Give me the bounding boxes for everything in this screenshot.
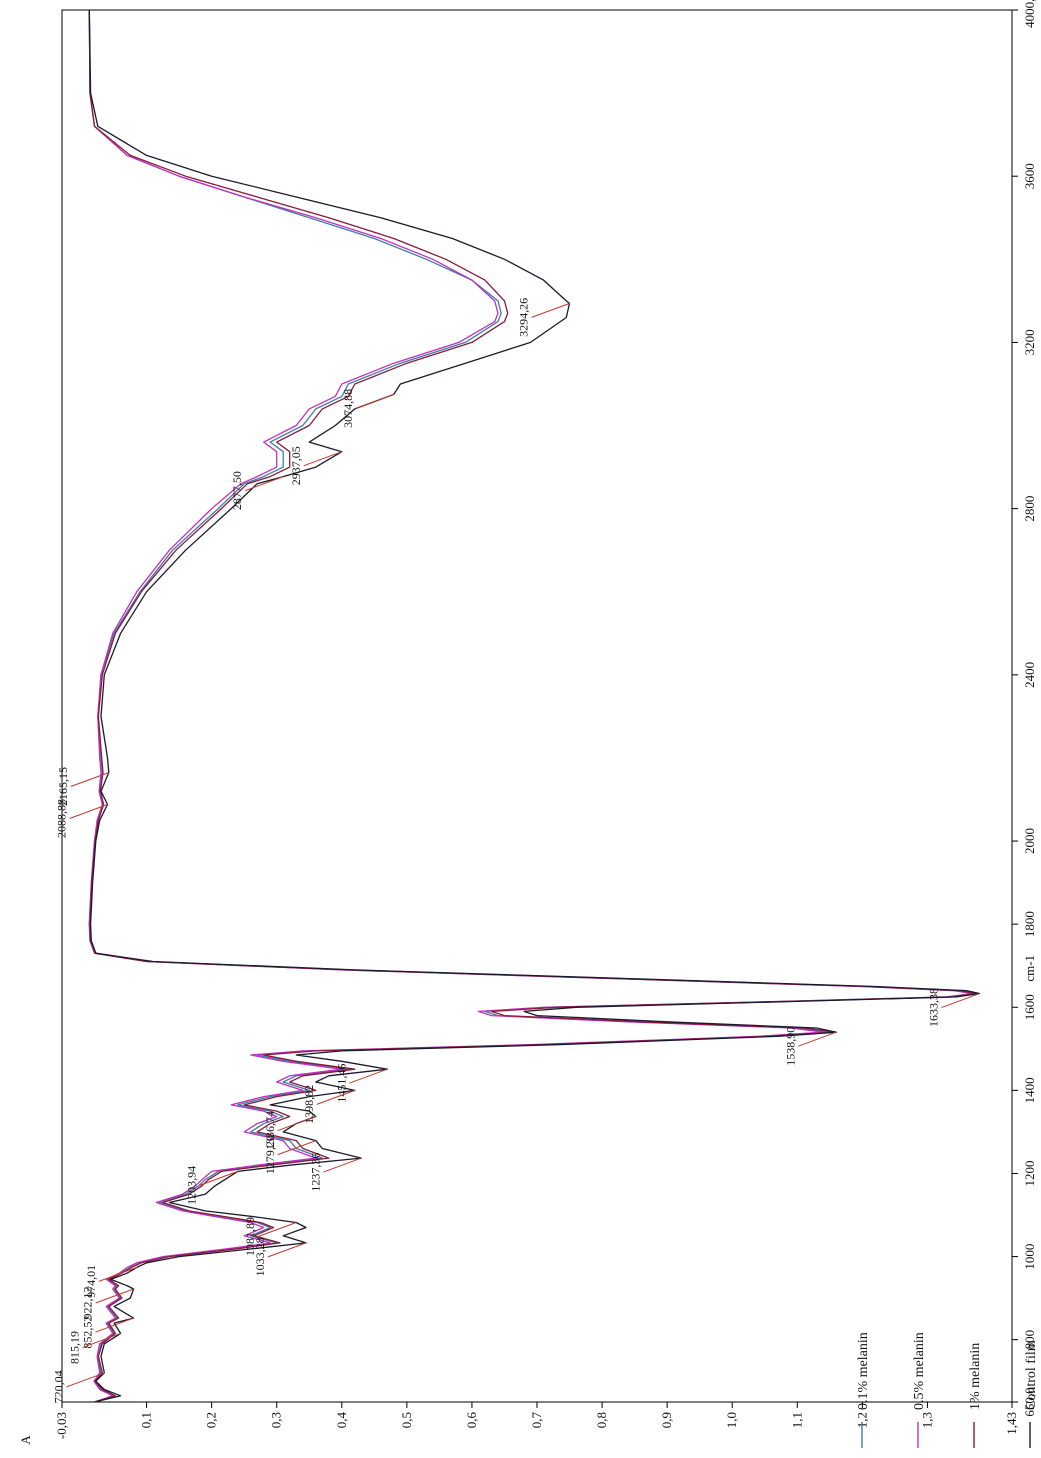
annotation-label: 922,12	[81, 1286, 95, 1319]
annotation-label: 2165,15	[56, 767, 70, 806]
y-tick-label: 0,8	[594, 1412, 609, 1428]
annotation-label: 1081,89	[243, 1217, 257, 1256]
y-tick-label: 1,2	[854, 1412, 869, 1428]
legend-label: Control film	[1024, 1340, 1039, 1410]
annotation-leader	[70, 772, 110, 787]
series-line-2	[88, 9, 974, 1403]
legend: 0.1% melanin 0.5% melanin 1% melanin Contro…	[856, 1332, 1039, 1448]
y-tick-label: 0,3	[269, 1412, 284, 1428]
annotation-label: 1633,38	[926, 988, 940, 1027]
annotation-label: 1279,20	[263, 1135, 277, 1174]
y-axis: -0,03 0,1 0,2 0,3 0,4 0,5 0,6 0,7 0,8 0,9 1,0 1,1 1,…	[54, 1402, 1019, 1439]
annotation-label: 852,52	[81, 1316, 95, 1349]
x-tick-label: 3600	[1022, 163, 1037, 189]
x-tick-label: 2800	[1022, 496, 1037, 522]
x-tick-label: 2400	[1022, 662, 1037, 688]
annotation-label: 3294,26	[517, 298, 531, 337]
annotation-label: 1538,90	[783, 1027, 797, 1066]
y-tick-label: -0,03	[54, 1412, 69, 1439]
peak-annotations: 3294,26 3074,88 2937,05 2877,50 2165,152088,…	[51, 298, 980, 1403]
annotation-label: 974,01	[84, 1265, 98, 1298]
legend-label: 0.1% melanin	[856, 1332, 871, 1410]
annotation-leader	[82, 1332, 121, 1348]
annotation-leader	[798, 1031, 837, 1047]
x-tick-label: 1200	[1022, 1160, 1037, 1186]
annotation-label: 815,19	[68, 1331, 82, 1364]
y-tick-label: 0,4	[334, 1412, 349, 1429]
plot-frame-layer	[61, 9, 1013, 1403]
annotation-leader	[355, 393, 395, 409]
y-tick-label: 0,5	[399, 1412, 414, 1428]
annotation-label: 1398,82	[302, 1085, 316, 1124]
annotation-leader	[98, 1266, 138, 1282]
annotation-leader	[323, 1157, 362, 1173]
x-axis-title: cm-1	[1022, 955, 1037, 982]
annotation-leader	[349, 1068, 388, 1084]
annotation-leader	[277, 1116, 316, 1132]
y-tick-label: 0,9	[659, 1412, 674, 1428]
y-tick-label: 0,6	[464, 1412, 479, 1429]
annotation-leader	[316, 1089, 355, 1105]
y-tick-label: 1,1	[789, 1412, 804, 1428]
x-tick-label: 650,0	[1022, 1387, 1037, 1416]
annotation-label: 2877,50	[230, 471, 244, 510]
series-line-3	[88, 9, 977, 1403]
y-tick-label: 1,0	[724, 1412, 739, 1428]
annotation-leader	[66, 1372, 105, 1388]
annotation-leader	[941, 993, 980, 1009]
y-tick-label: 1,43	[1004, 1412, 1019, 1435]
series-layer	[88, 9, 981, 1403]
annotation-label: 1033,28	[253, 1237, 267, 1276]
x-tick-label: 800	[1022, 1330, 1037, 1350]
annotation-label: 3074,88	[341, 389, 355, 428]
y-tick-label: 0,7	[529, 1412, 544, 1429]
y-tick-label: 0,2	[204, 1412, 219, 1428]
plot-frame	[61, 9, 1013, 1403]
annotation-leader	[199, 1170, 238, 1186]
annotation-label: 1203,94	[185, 1166, 199, 1205]
annotation-leader	[95, 1288, 134, 1304]
y-axis-title: A	[18, 1435, 33, 1445]
annotation-leader	[267, 1242, 307, 1258]
annotation-label: 2937,05	[289, 446, 303, 485]
series-line-4	[88, 9, 981, 1403]
annotation-leader	[245, 476, 284, 492]
x-tick-label: 1400	[1022, 1077, 1037, 1103]
x-tick-label: 1600	[1022, 994, 1037, 1020]
y-tick-label: 0,1	[139, 1412, 154, 1428]
annotation-leader	[277, 1140, 316, 1156]
series-line-1	[88, 9, 974, 1403]
annotation-label: 1451,46	[334, 1064, 348, 1103]
y-tick-label: 1,3	[919, 1412, 934, 1428]
annotation-leader	[69, 804, 108, 819]
x-tick-label: 4000,0	[1022, 0, 1037, 28]
annotation-leader	[258, 1222, 297, 1237]
annotation-leader	[303, 451, 342, 467]
x-tick-label: 2000	[1022, 828, 1037, 854]
legend-label: 0.5% melanin	[912, 1332, 927, 1410]
annotation-label: 2088,88	[55, 799, 69, 838]
annotation-label: 1237,36	[308, 1153, 322, 1192]
annotation-label: 720,04	[51, 1370, 65, 1403]
annotation-leader	[95, 1317, 134, 1333]
x-tick-label: 1800	[1022, 911, 1037, 937]
x-tick-label: 3200	[1022, 329, 1037, 355]
x-axis: 4000,0 3600 3200 2800 2400 2000 1800 1600 1400 12…	[1012, 0, 1037, 1417]
legend-label: 1% melanin	[968, 1343, 983, 1410]
annotation-leader	[531, 302, 570, 318]
x-tick-label: 1000	[1022, 1244, 1037, 1270]
annotation-label: 1336,74	[263, 1111, 277, 1150]
